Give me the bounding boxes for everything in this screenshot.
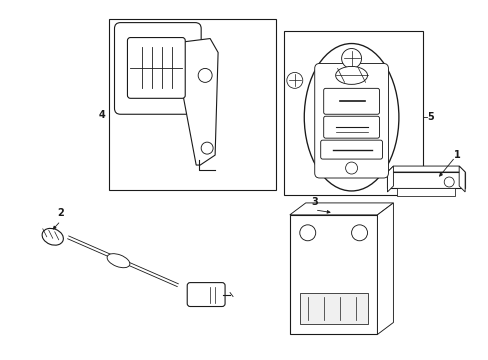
- FancyBboxPatch shape: [127, 37, 185, 98]
- Text: 5: 5: [427, 112, 433, 122]
- Ellipse shape: [304, 44, 398, 191]
- Circle shape: [345, 162, 357, 174]
- Bar: [386, 172, 464, 188]
- Circle shape: [201, 142, 213, 154]
- Text: 1: 1: [453, 150, 460, 160]
- Circle shape: [351, 225, 367, 241]
- Ellipse shape: [42, 228, 63, 245]
- Text: 2: 2: [57, 208, 64, 218]
- Circle shape: [286, 72, 302, 88]
- Polygon shape: [458, 166, 464, 192]
- Bar: [289, 215, 377, 334]
- Polygon shape: [386, 166, 464, 172]
- Polygon shape: [397, 188, 454, 196]
- Text: 4: 4: [99, 110, 105, 120]
- Polygon shape: [289, 203, 393, 215]
- Circle shape: [198, 68, 212, 82]
- Circle shape: [341, 49, 361, 68]
- Bar: [299, 293, 367, 324]
- FancyBboxPatch shape: [320, 140, 382, 159]
- Ellipse shape: [107, 254, 130, 268]
- Bar: [108, 19, 275, 190]
- FancyBboxPatch shape: [323, 88, 379, 114]
- FancyBboxPatch shape: [187, 283, 224, 306]
- Polygon shape: [386, 166, 393, 192]
- FancyBboxPatch shape: [323, 116, 379, 138]
- Bar: [283, 31, 423, 195]
- Polygon shape: [178, 39, 218, 165]
- Circle shape: [443, 177, 453, 187]
- FancyBboxPatch shape: [114, 23, 201, 114]
- Circle shape: [299, 225, 315, 241]
- Text: 3: 3: [311, 197, 318, 207]
- FancyBboxPatch shape: [314, 63, 387, 178]
- Ellipse shape: [335, 67, 367, 84]
- Polygon shape: [377, 203, 393, 334]
